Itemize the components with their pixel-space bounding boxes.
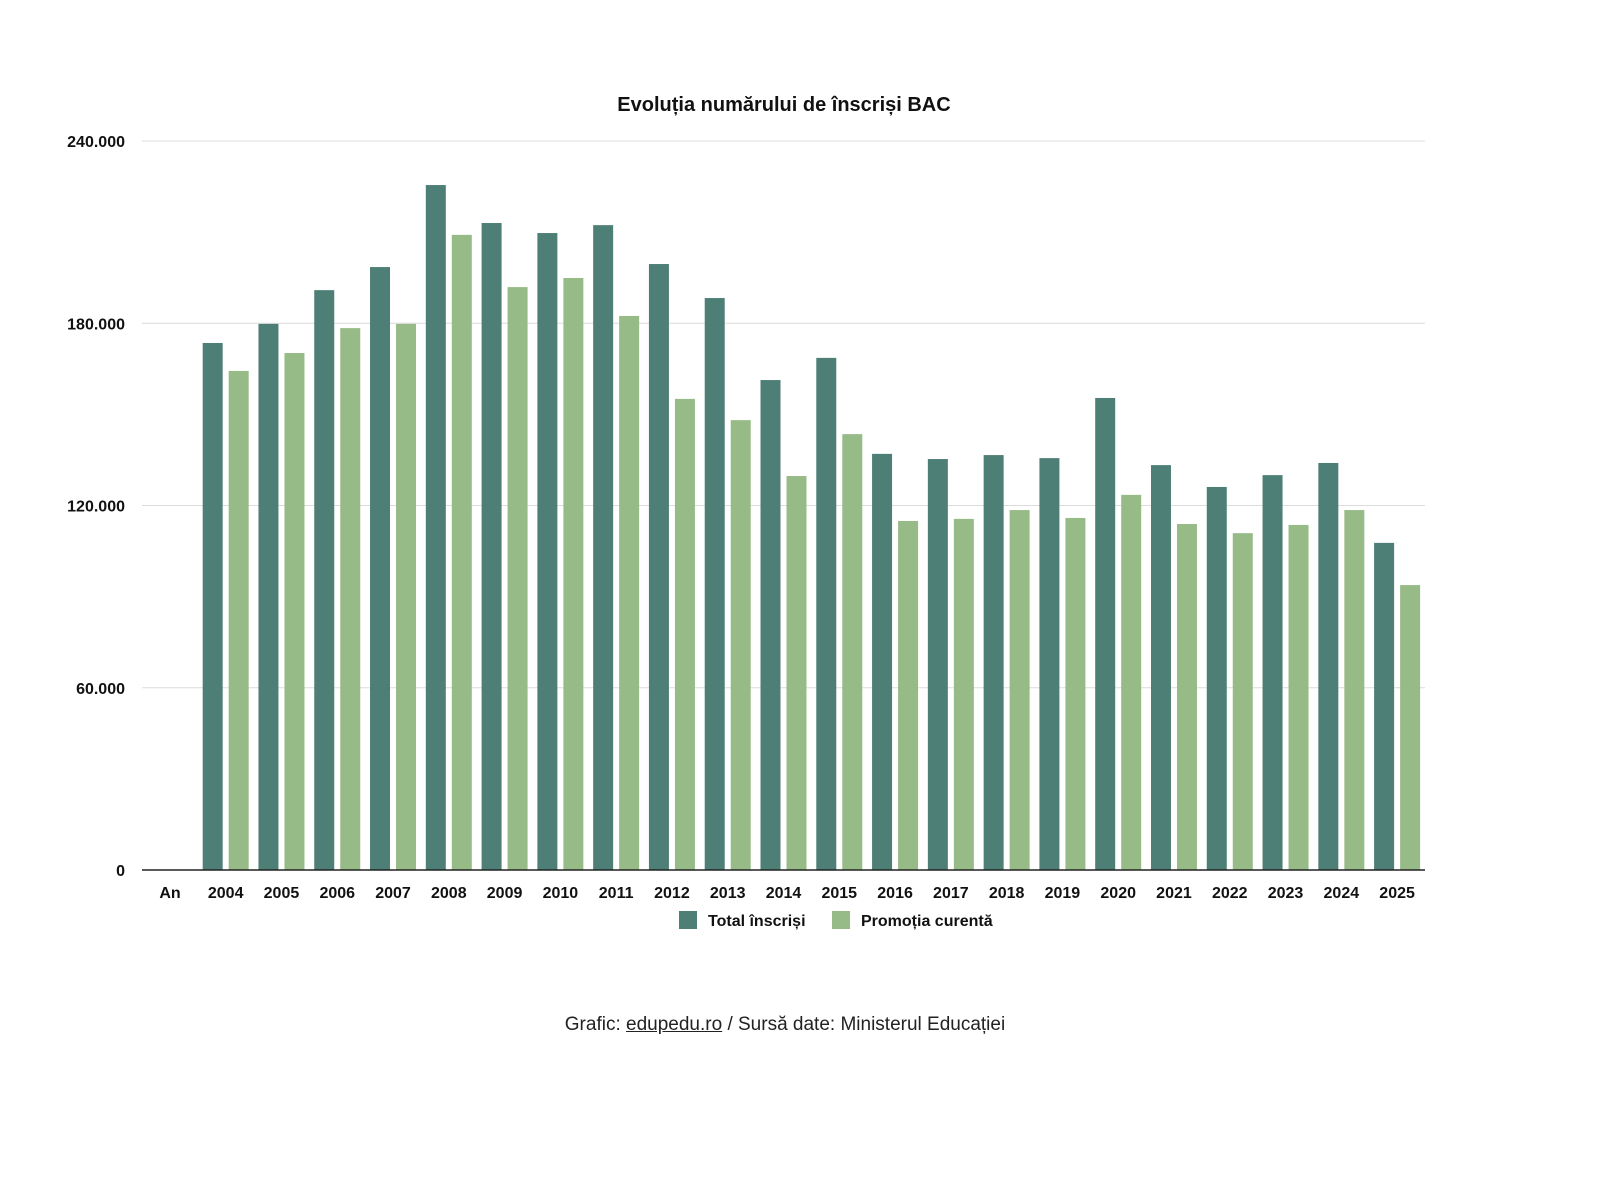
x-tick-label: 2016	[877, 885, 913, 902]
x-tick-label: 2022	[1212, 885, 1248, 902]
legend-label: Promoția curentă	[861, 913, 993, 930]
bar-promotia-2025	[1400, 585, 1421, 870]
bar-promotia-2022	[1232, 533, 1253, 870]
footer-prefix: Grafic:	[564, 1014, 627, 1035]
bar-promotia-2019	[1065, 517, 1086, 870]
gridlines	[142, 140, 1425, 689]
bar-total-2006	[314, 290, 335, 870]
x-axis: An 2004 2005 2006 2007 2008 2009 2010 2011 2012 2…	[159, 885, 1415, 902]
bar-promotia-2006	[340, 328, 361, 870]
bar-promotia-2017	[953, 518, 974, 870]
x-tick-label: 2006	[319, 885, 355, 902]
x-axis-label: An	[159, 885, 180, 902]
bar-total-2018	[983, 455, 1004, 870]
bar-promotia-2010	[563, 277, 584, 871]
bar-promotia-2024	[1344, 510, 1365, 870]
bar-promotia-2011	[619, 315, 640, 871]
bar-promotia-2023	[1288, 524, 1309, 870]
bar-total-2025	[1374, 542, 1395, 870]
bar-total-2010	[537, 233, 558, 870]
x-tick-label: 2013	[710, 885, 746, 902]
x-tick-label: 2014	[766, 885, 802, 902]
legend-swatch	[832, 911, 850, 929]
x-tick-label: 2007	[375, 885, 411, 902]
bar-promotia-2008	[451, 234, 472, 870]
footer-credit: Grafic: edupedu.ro / Sursă date: Ministe…	[0, 1014, 1570, 1036]
y-tick-label: 180.000	[67, 316, 125, 333]
x-tick-label: 2017	[933, 885, 969, 902]
chart-title: Evoluția numărului de înscriși BAC	[617, 94, 950, 116]
y-tick-label: 60.000	[76, 681, 125, 698]
y-tick-label: 0	[116, 863, 125, 880]
bar-promotia-2021	[1176, 524, 1197, 870]
bar-total-2015	[816, 357, 837, 870]
bar-promotia-2020	[1121, 494, 1142, 870]
footer-suffix: / Sursă date: Ministerul Educației	[722, 1014, 1006, 1035]
bar-total-2012	[648, 264, 669, 870]
bar-total-2021	[1150, 465, 1171, 870]
bar-total-2008	[425, 185, 446, 870]
legend-swatch	[679, 911, 697, 929]
x-tick-label: 2012	[654, 885, 690, 902]
x-tick-label: 2019	[1045, 885, 1081, 902]
bar-promotia-2005	[284, 353, 305, 871]
bar-total-2009	[481, 223, 502, 870]
source-link[interactable]: edupedu.ro	[626, 1014, 723, 1035]
x-tick-label: 2023	[1268, 885, 1304, 902]
legend: Total înscriși Promoția curentă	[679, 911, 993, 930]
bar-total-2024	[1318, 462, 1339, 870]
bar-total-2022	[1206, 486, 1227, 870]
bar-total-2014	[760, 380, 781, 870]
bar-promotia-2004	[228, 370, 249, 870]
bar-promotia-2015	[842, 434, 863, 870]
bar-total-2005	[258, 323, 279, 870]
bar-total-2020	[1095, 397, 1116, 870]
legend-label: Total înscriși	[708, 913, 806, 930]
x-tick-label: 2025	[1379, 885, 1415, 902]
x-tick-label: 2010	[543, 885, 579, 902]
x-tick-label: 2024	[1324, 885, 1360, 902]
x-tick-label: 2021	[1156, 885, 1192, 902]
x-tick-label: 2020	[1100, 885, 1136, 902]
x-tick-label: 2008	[431, 885, 467, 902]
bar-total-2019	[1039, 458, 1060, 870]
bar-promotia-2018	[1009, 510, 1030, 870]
bar-promotia-2016	[898, 520, 919, 870]
x-tick-label: 2009	[487, 885, 523, 902]
x-tick-label: 2005	[264, 885, 300, 902]
bars	[202, 185, 1421, 871]
x-tick-label: 2004	[208, 885, 244, 902]
bar-total-2013	[704, 298, 725, 870]
x-tick-label: 2018	[989, 885, 1025, 902]
x-tick-label: 2011	[599, 885, 634, 902]
bar-promotia-2013	[730, 420, 751, 870]
y-tick-label: 120.000	[67, 499, 125, 516]
bar-promotia-2014	[786, 476, 807, 870]
y-tick-label: 240.000	[67, 134, 125, 151]
x-tick-label: 2015	[821, 885, 857, 902]
bar-total-2016	[872, 453, 893, 870]
bar-promotia-2012	[674, 398, 695, 870]
bar-total-2011	[593, 225, 614, 871]
bar-total-2007	[370, 267, 391, 870]
bar-total-2023	[1262, 475, 1283, 870]
bar-promotia-2009	[507, 287, 528, 870]
bar-promotia-2007	[396, 323, 417, 870]
bar-total-2004	[202, 342, 223, 870]
y-axis: 0 60.000 120.000 180.000 240.000	[67, 134, 125, 880]
bar-total-2017	[927, 459, 948, 870]
